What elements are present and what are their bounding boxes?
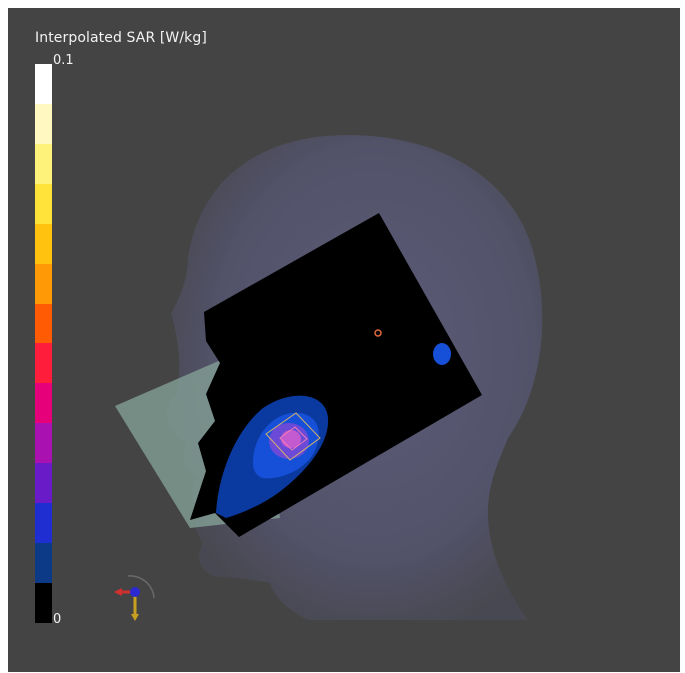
orientation-axes-icon[interactable] <box>114 575 155 621</box>
colorbar-min-label: 0 <box>53 612 62 627</box>
peak-averaging-cube-inner <box>279 426 308 451</box>
3d-viewport[interactable]: Interpolated SAR [W/kg] 0.1 0 <box>8 8 680 672</box>
colorbar-swatch <box>35 543 52 583</box>
colorbar-swatch <box>35 183 52 224</box>
colorbar-swatch <box>35 423 52 464</box>
colorbar-swatch <box>35 143 52 184</box>
colorbar-swatch <box>35 463 52 504</box>
colorbar-swatch <box>35 582 52 623</box>
peak-averaging-cube-outer <box>265 412 321 461</box>
colorbar-title: Interpolated SAR [W/kg] <box>35 30 207 46</box>
colorbar <box>35 64 52 623</box>
colorbar-swatch <box>35 103 52 144</box>
colorbar-swatch <box>35 263 52 304</box>
sar-scene[interactable] <box>8 8 680 672</box>
sar-secondary-hotspot <box>433 343 451 365</box>
colorbar-swatch <box>35 303 52 344</box>
colorbar-swatch <box>35 64 52 104</box>
colorbar-swatch <box>35 383 52 424</box>
colorbar-swatch <box>35 503 52 544</box>
colorbar-swatch <box>35 223 52 264</box>
colorbar-max-label: 0.1 <box>53 53 74 68</box>
colorbar-swatch <box>35 343 52 384</box>
probe-marker <box>374 329 382 337</box>
